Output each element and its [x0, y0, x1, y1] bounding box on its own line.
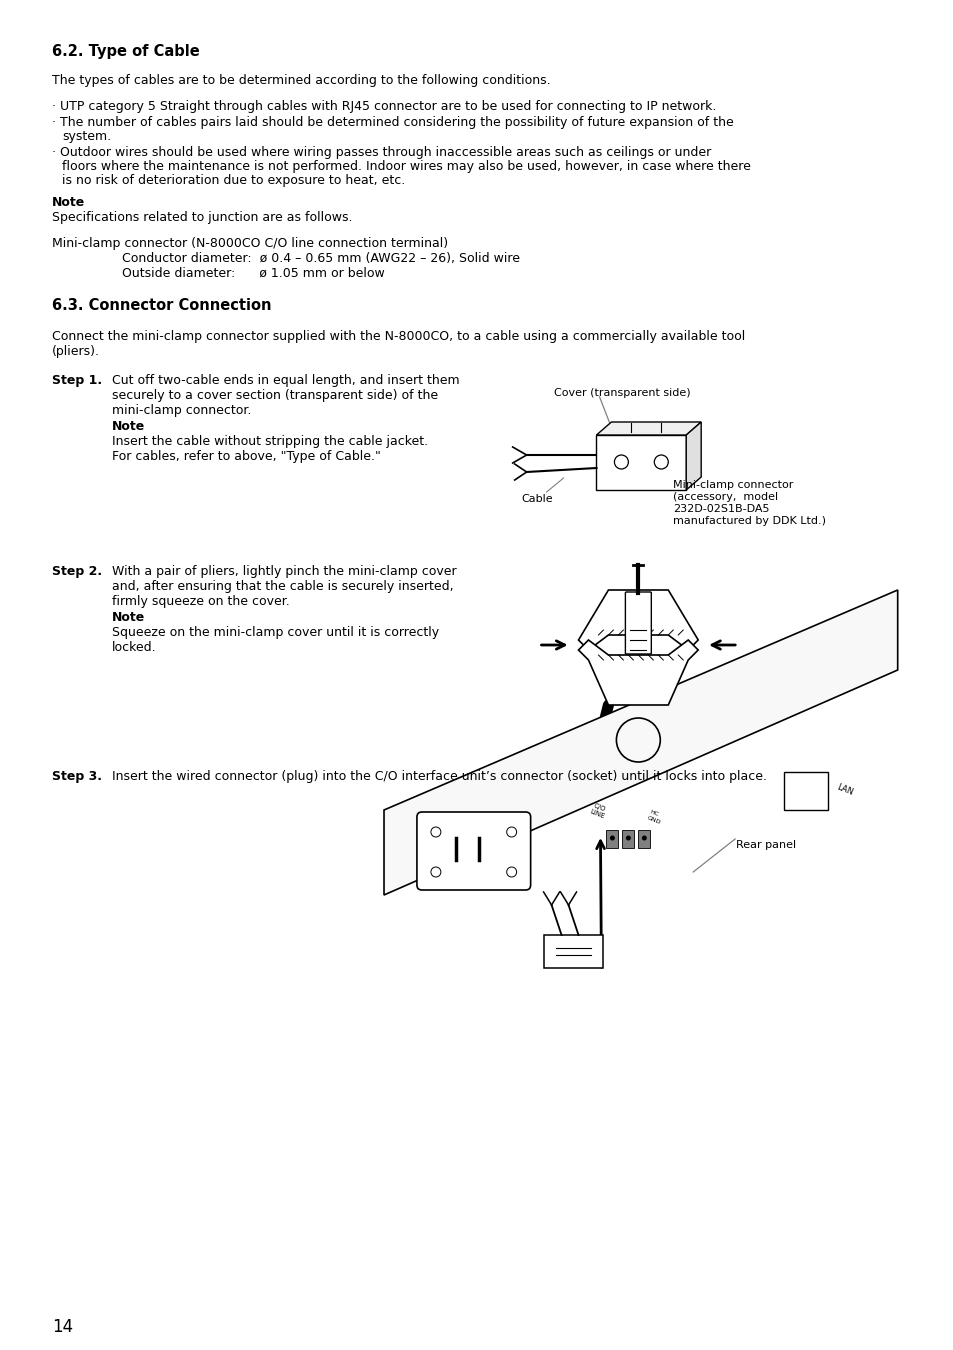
FancyBboxPatch shape [416, 811, 530, 890]
Text: · Outdoor wires should be used where wiring passes through inaccessible areas su: · Outdoor wires should be used where wir… [51, 146, 710, 159]
Bar [621, 830, 634, 848]
Polygon shape [596, 435, 685, 490]
Text: Note: Note [51, 196, 85, 209]
Polygon shape [543, 936, 603, 968]
Text: Conductor diameter:  ø 0.4 – 0.65 mm (AWG22 – 26), Solid wire: Conductor diameter: ø 0.4 – 0.65 mm (AWG… [122, 252, 519, 265]
Text: Connect the mini-clamp connector supplied with the N-8000CO, to a cable using a : Connect the mini-clamp connector supplie… [51, 329, 744, 343]
Text: LAN: LAN [835, 783, 854, 798]
Circle shape [609, 836, 615, 841]
Text: Note: Note [112, 420, 145, 433]
Text: Insert the wired connector (plug) into the C/O interface unit’s connector (socke: Insert the wired connector (plug) into t… [112, 769, 766, 783]
Text: With a pair of pliers, lightly pinch the mini-clamp cover: With a pair of pliers, lightly pinch the… [112, 566, 456, 578]
Text: The types of cables are to be determined according to the following conditions.: The types of cables are to be determined… [51, 74, 550, 86]
Text: · The number of cables pairs laid should be determined considering the possibili: · The number of cables pairs laid should… [51, 116, 733, 130]
Text: manufactured by DDK Ltd.): manufactured by DDK Ltd.) [673, 516, 825, 526]
Text: Specifications related to junction are as follows.: Specifications related to junction are a… [51, 211, 352, 224]
Text: Cable: Cable [521, 494, 553, 504]
Text: system.: system. [62, 130, 111, 143]
Text: 6.2. Type of Cable: 6.2. Type of Cable [51, 45, 199, 59]
Text: C/O
LINE: C/O LINE [588, 802, 607, 819]
Polygon shape [685, 423, 700, 490]
Text: securely to a cover section (transparent side) of the: securely to a cover section (transparent… [112, 389, 437, 402]
Text: Rear panel: Rear panel [736, 840, 796, 850]
Text: Cover (transparent side): Cover (transparent side) [553, 387, 689, 398]
Text: Mini-clamp connector: Mini-clamp connector [673, 481, 793, 490]
Circle shape [625, 836, 630, 841]
Polygon shape [384, 590, 897, 895]
Polygon shape [596, 423, 700, 435]
Text: floors where the maintenance is not performed. Indoor wires may also be used, ho: floors where the maintenance is not perf… [62, 161, 750, 173]
Text: Insert the cable without stripping the cable jacket.: Insert the cable without stripping the c… [112, 435, 427, 448]
Circle shape [641, 836, 646, 841]
Text: Mini-clamp connector (N-8000CO C/O line connection terminal): Mini-clamp connector (N-8000CO C/O line … [51, 238, 448, 250]
Text: 6.3. Connector Connection: 6.3. Connector Connection [51, 298, 271, 313]
Text: 232D-02S1B-DA5: 232D-02S1B-DA5 [673, 504, 769, 514]
Text: is no risk of deterioration due to exposure to heat, etc.: is no risk of deterioration due to expos… [62, 174, 405, 188]
Text: · UTP category 5 Straight through cables with RJ45 connector are to be used for : · UTP category 5 Straight through cables… [51, 100, 716, 113]
Text: firmly squeeze on the cover.: firmly squeeze on the cover. [112, 595, 289, 608]
Bar [638, 830, 650, 848]
Text: and, after ensuring that the cable is securely inserted,: and, after ensuring that the cable is se… [112, 580, 453, 593]
Bar [606, 830, 618, 848]
Text: Cut off two-cable ends in equal length, and insert them: Cut off two-cable ends in equal length, … [112, 374, 458, 387]
FancyBboxPatch shape [625, 593, 651, 653]
Text: HC
GND: HC GND [646, 810, 663, 825]
Text: (pliers).: (pliers). [51, 346, 100, 358]
Text: mini-clamp connector.: mini-clamp connector. [112, 404, 251, 417]
Text: (accessory,  model: (accessory, model [673, 491, 778, 502]
Bar [783, 772, 827, 810]
Polygon shape [578, 590, 698, 649]
Text: Note: Note [112, 612, 145, 624]
Text: Step 2.: Step 2. [51, 566, 102, 578]
Text: Step 1.: Step 1. [51, 374, 102, 387]
Text: Outside diameter:      ø 1.05 mm or below: Outside diameter: ø 1.05 mm or below [122, 267, 384, 279]
Text: Step 3.: Step 3. [51, 769, 102, 783]
Text: For cables, refer to above, "Type of Cable.": For cables, refer to above, "Type of Cab… [112, 450, 380, 463]
Text: locked.: locked. [112, 641, 156, 653]
Text: 14: 14 [51, 1318, 73, 1336]
Text: Squeeze on the mini-clamp cover until it is correctly: Squeeze on the mini-clamp cover until it… [112, 626, 438, 639]
Polygon shape [578, 640, 698, 705]
